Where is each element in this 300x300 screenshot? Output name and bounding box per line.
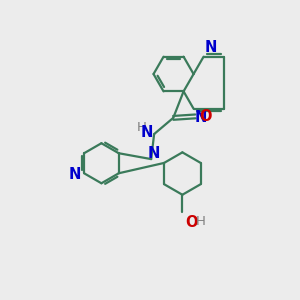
Text: H: H (137, 121, 147, 134)
Text: N: N (140, 125, 153, 140)
Text: N: N (69, 167, 81, 182)
Text: N: N (195, 110, 207, 125)
Text: H: H (196, 215, 206, 228)
Text: N: N (205, 40, 218, 55)
Text: O: O (199, 109, 211, 124)
Text: O: O (185, 215, 198, 230)
Text: N: N (148, 146, 160, 160)
